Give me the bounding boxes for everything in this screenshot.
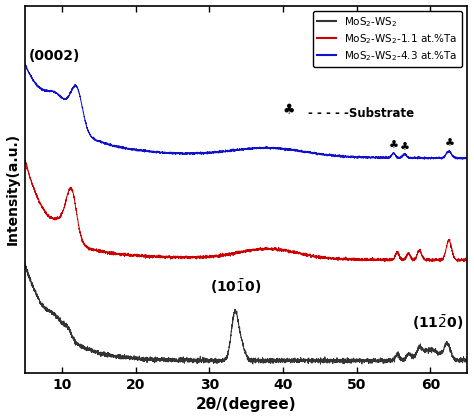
Text: $\clubsuit$: $\clubsuit$ xyxy=(388,140,399,150)
Text: $\clubsuit$: $\clubsuit$ xyxy=(282,102,295,117)
Text: - - - - -Substrate: - - - - -Substrate xyxy=(308,107,414,120)
Legend: MoS$_2$-WS$_2$, MoS$_2$-WS$_2$-1.1 at.%Ta, MoS$_2$-WS$_2$-4.3 at.%Ta: MoS$_2$-WS$_2$, MoS$_2$-WS$_2$-1.1 at.%T… xyxy=(313,11,462,67)
Text: (11$\bar{2}$0): (11$\bar{2}$0) xyxy=(412,313,464,332)
Text: (0002): (0002) xyxy=(29,49,80,64)
Text: $\clubsuit$: $\clubsuit$ xyxy=(444,137,454,148)
Text: (10$\bar{1}$0): (10$\bar{1}$0) xyxy=(210,277,261,296)
Y-axis label: Intensity(a.u.): Intensity(a.u.) xyxy=(6,133,19,245)
Text: $\clubsuit$: $\clubsuit$ xyxy=(399,140,410,152)
X-axis label: 2θ/(degree): 2θ/(degree) xyxy=(196,398,297,413)
